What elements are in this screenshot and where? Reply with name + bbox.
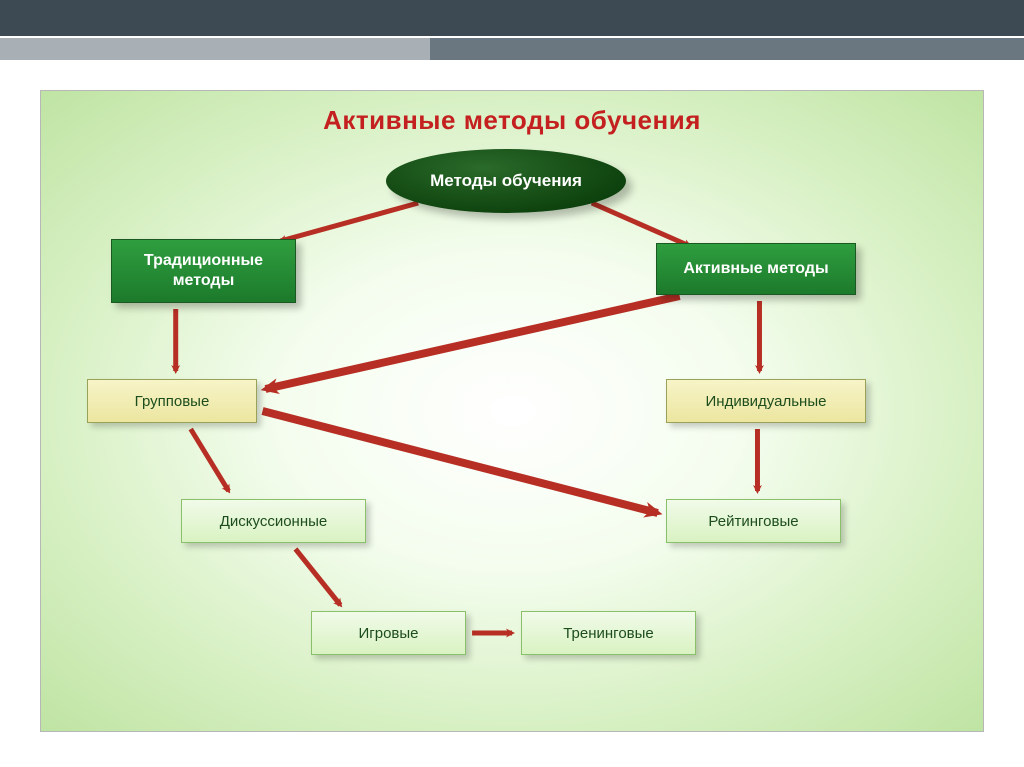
diagram-title: Активные методы обучения bbox=[41, 105, 983, 136]
arrow-root-to-active bbox=[592, 203, 690, 246]
window-subbar bbox=[0, 38, 1024, 60]
node-training: Тренинговые bbox=[521, 611, 696, 655]
node-individual-label: Индивидуальные bbox=[706, 393, 827, 410]
node-traditional-label: Традиционныеметоды bbox=[144, 251, 263, 291]
arrow-active-to-group bbox=[266, 296, 680, 389]
node-game: Игровые bbox=[311, 611, 466, 655]
arrow-group-to-discussion bbox=[191, 429, 229, 491]
node-group: Групповые bbox=[87, 379, 257, 423]
arrow-discussion-to-game bbox=[295, 549, 340, 605]
node-discussion-label: Дискуссионные bbox=[220, 513, 328, 530]
node-rating-label: Рейтинговые bbox=[708, 513, 798, 530]
node-traditional: Традиционныеметоды bbox=[111, 239, 296, 303]
node-root: Методы обучения bbox=[386, 149, 626, 213]
window-topbar bbox=[0, 0, 1024, 38]
node-individual: Индивидуальные bbox=[666, 379, 866, 423]
diagram-canvas: Активные методы обучения Методы обучения… bbox=[40, 90, 984, 732]
node-root-label: Методы обучения bbox=[430, 171, 582, 191]
node-training-label: Тренинговые bbox=[563, 625, 654, 642]
arrow-root-to-traditional bbox=[280, 203, 418, 241]
node-active: Активные методы bbox=[656, 243, 856, 295]
node-game-label: Игровые bbox=[358, 625, 418, 642]
arrow-group-to-rating bbox=[263, 411, 658, 513]
node-active-label: Активные методы bbox=[683, 259, 828, 279]
node-discussion: Дискуссионные bbox=[181, 499, 366, 543]
node-rating: Рейтинговые bbox=[666, 499, 841, 543]
node-group-label: Групповые bbox=[135, 393, 210, 410]
